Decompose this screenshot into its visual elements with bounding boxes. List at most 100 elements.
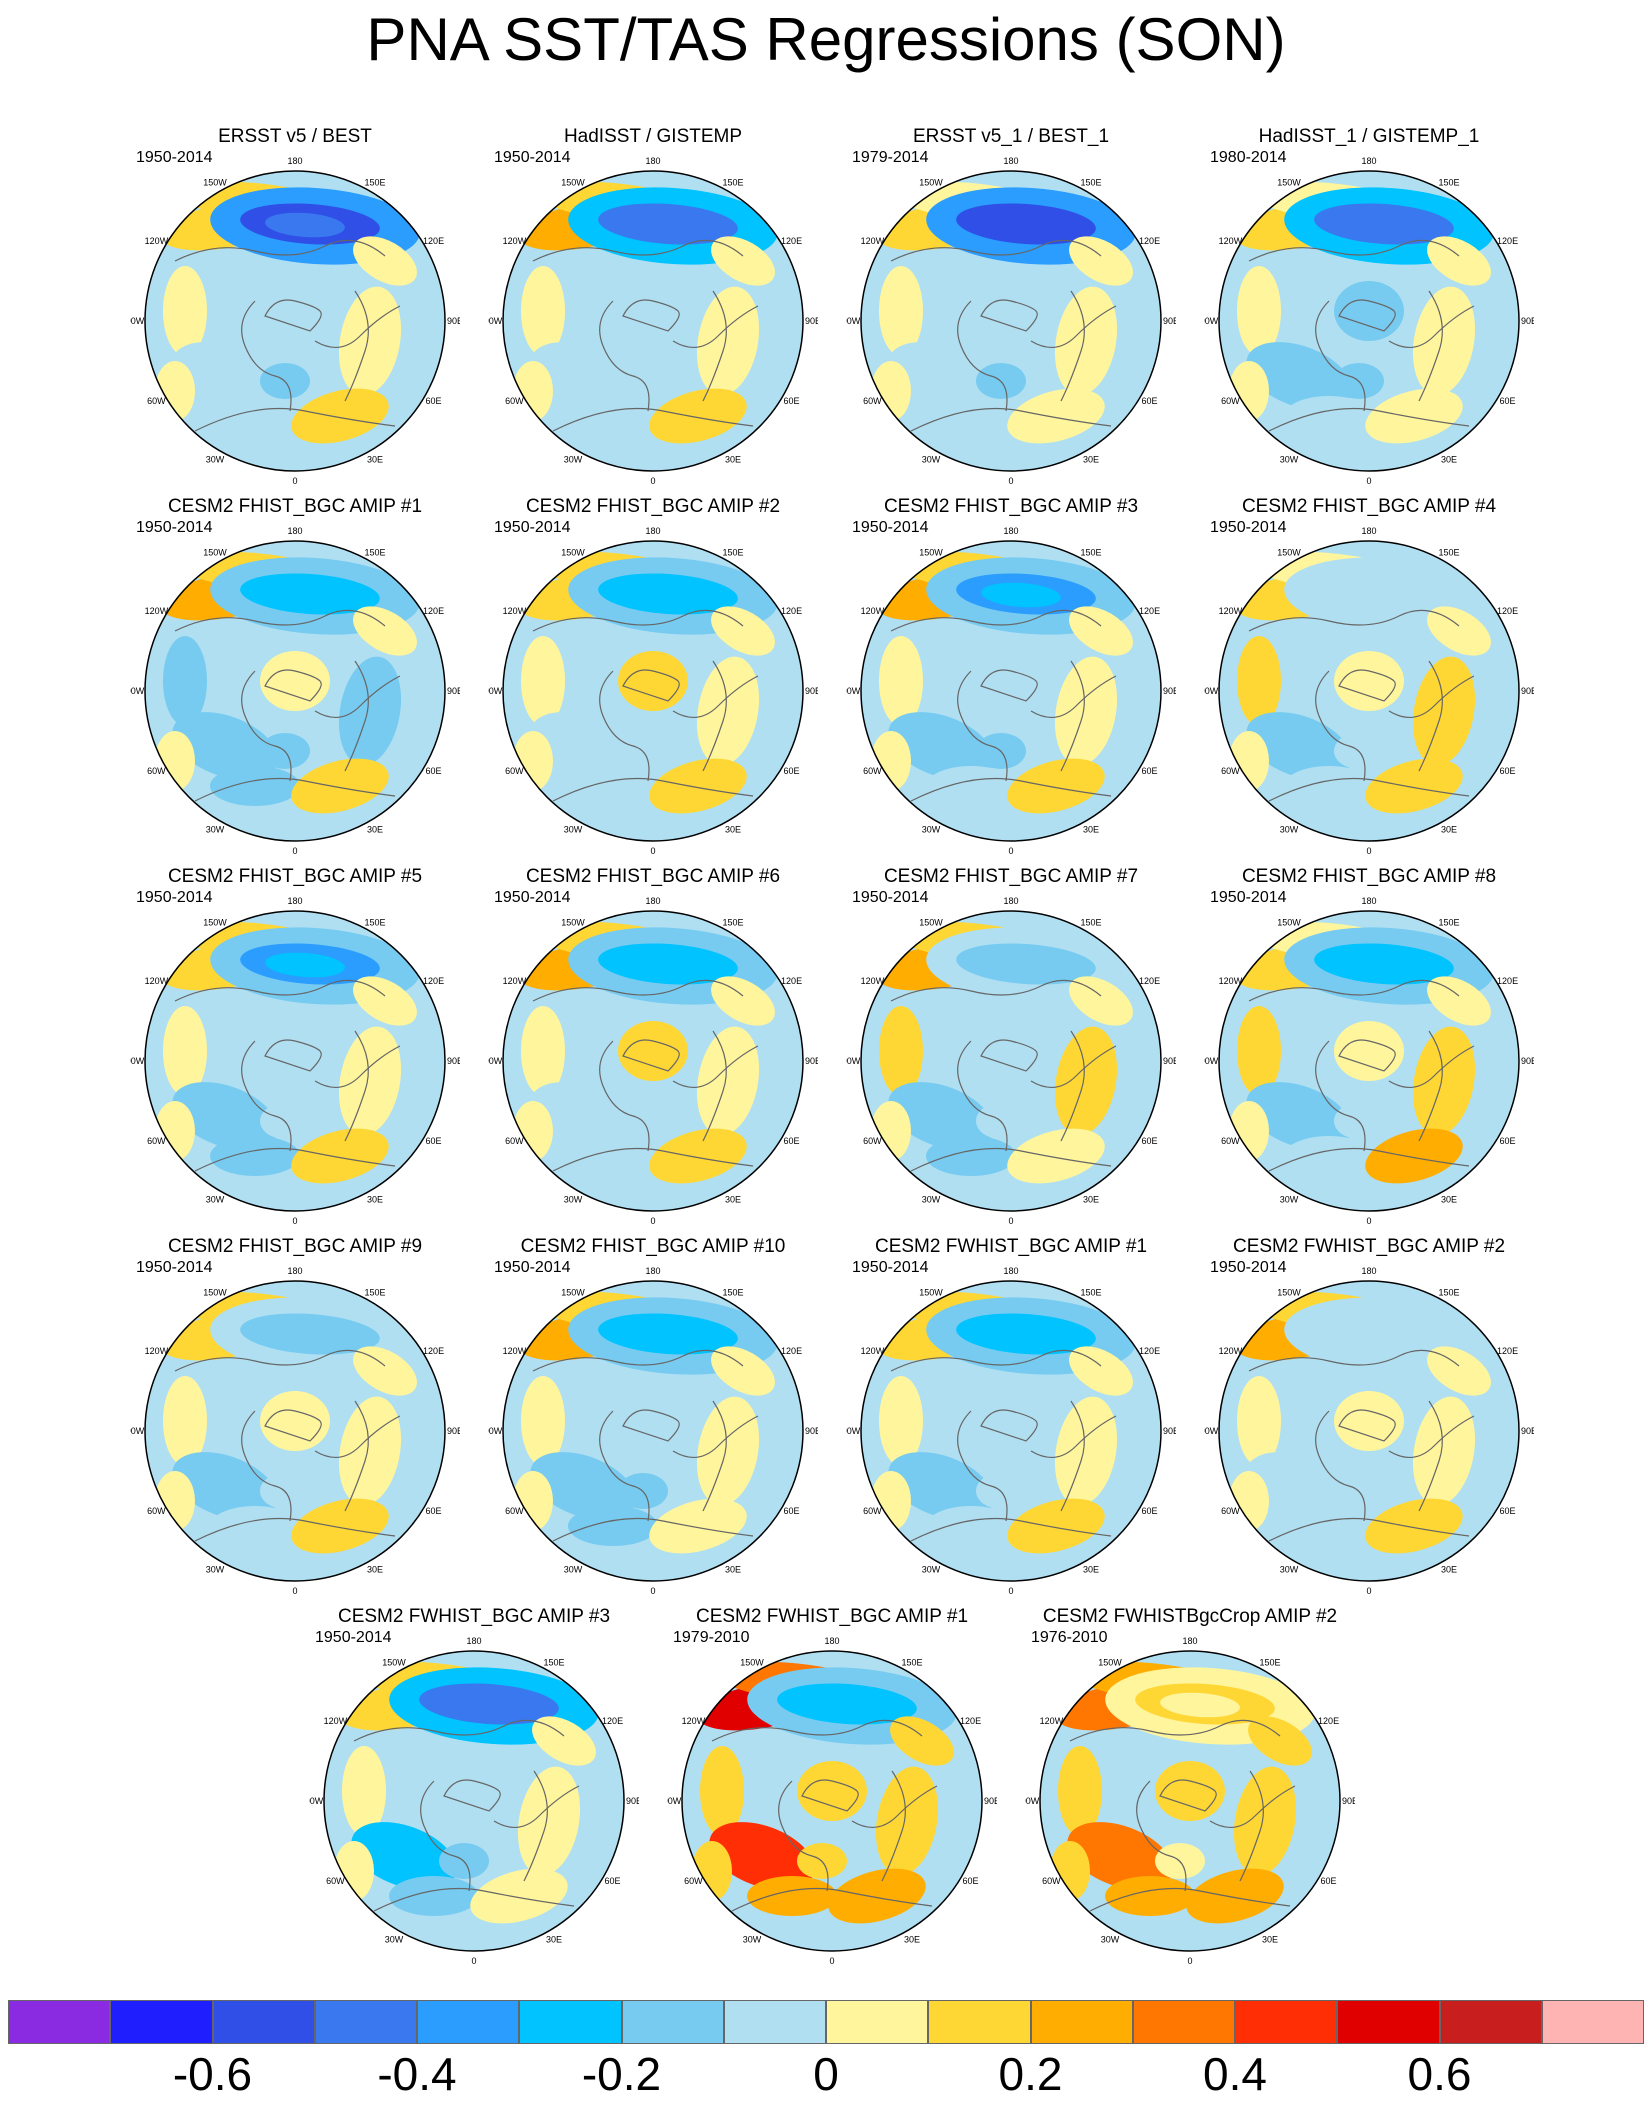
anomaly-region	[711, 976, 775, 1026]
longitude-label: 120W	[682, 1716, 706, 1726]
anomaly-region	[568, 766, 658, 806]
longitude-label: 60E	[1321, 1876, 1337, 1886]
anomaly-region	[1334, 1391, 1404, 1451]
coastline	[1060, 1030, 1085, 1142]
panel-period: 1950-2014	[494, 1259, 571, 1276]
longitude-label: 90W	[1204, 1426, 1219, 1436]
colorbar-swatch	[110, 2000, 213, 2044]
anomaly-region	[1054, 656, 1118, 766]
coastline	[174, 1349, 386, 1372]
anomaly-region	[1365, 758, 1463, 814]
anomaly-region	[265, 582, 345, 608]
coastline	[881, 1770, 906, 1882]
anomaly-region	[1412, 1396, 1476, 1506]
panel-period: 1950-2014	[315, 1629, 392, 1646]
longitude-label: 60E	[784, 396, 800, 406]
longitude-label: 30W	[1280, 455, 1299, 465]
longitude-label: 120W	[861, 1346, 885, 1356]
map-panel: CESM2 FHIST_BGC AMIP #3 1950-2014 180 150E 1…	[846, 496, 1176, 856]
longitude-label: 120W	[861, 236, 885, 246]
longitude-label: 180	[1182, 1636, 1197, 1646]
longitude-label: 120E	[960, 1716, 981, 1726]
coastline	[1268, 1517, 1470, 1542]
polar-map: 180 150E 120E 90E 60E 30E 0 30W 60W 90W 120W 150W	[130, 156, 460, 486]
coastline	[890, 1349, 1102, 1372]
anomaly-region	[926, 1136, 1016, 1176]
longitude-label: 0	[650, 476, 655, 486]
coastline	[711, 1719, 923, 1742]
anomaly-region	[1054, 286, 1118, 396]
coastline	[552, 1147, 754, 1172]
coastline	[910, 777, 1112, 802]
colorbar-swatch	[314, 2000, 417, 2044]
longitude-label: 120E	[1139, 1346, 1160, 1356]
anomaly-region	[802, 1692, 882, 1718]
longitude-label: 150E	[543, 1657, 564, 1667]
anomaly-region	[618, 1391, 688, 1451]
longitude-label: 150E	[364, 547, 385, 557]
longitude-label: 90W	[130, 1056, 145, 1066]
longitude-label: 30E	[725, 1565, 741, 1575]
longitude-label: 180	[1361, 1266, 1376, 1276]
anomaly-region	[1339, 952, 1419, 978]
anomaly-region	[1412, 656, 1476, 766]
anomaly-region	[696, 656, 760, 766]
longitude-label: 60E	[784, 1136, 800, 1146]
anomaly-region	[1334, 281, 1404, 341]
longitude-label: 30W	[922, 1195, 941, 1205]
longitude-label: 120W	[145, 976, 169, 986]
coastline	[314, 305, 401, 348]
longitude-label: 120W	[1040, 1716, 1064, 1726]
map-boundary	[860, 540, 1162, 842]
longitude-label: 60W	[684, 1876, 703, 1886]
longitude-label: 150W	[919, 1287, 943, 1297]
anomaly-region	[618, 651, 688, 711]
longitude-label: 90W	[1204, 1056, 1219, 1066]
panel-period: 1950-2014	[494, 889, 571, 906]
longitude-label: 120W	[503, 976, 527, 986]
anomaly-region	[260, 281, 330, 341]
longitude-label: 120W	[1219, 236, 1243, 246]
longitude-label: 60W	[1042, 1876, 1061, 1886]
longitude-label: 60W	[147, 766, 166, 776]
coastline	[1388, 1045, 1475, 1088]
colorbar-swatch	[621, 2000, 724, 2044]
longitude-label: 30W	[1280, 825, 1299, 835]
longitude-label: 120E	[423, 236, 444, 246]
coastline	[1418, 290, 1443, 402]
anomaly-region	[1237, 1376, 1281, 1466]
anomaly-region	[1054, 1026, 1118, 1136]
colorbar-tick-label: -0.2	[581, 2048, 662, 2100]
anomaly-region	[1412, 286, 1476, 396]
panel-period: 1950-2014	[136, 1259, 213, 1276]
colorbar-swatch	[1439, 2000, 1542, 2044]
anomaly-region	[981, 952, 1061, 978]
map-boundary	[1218, 910, 1520, 1212]
anomaly-region	[981, 212, 1061, 238]
longitude-label: 30W	[564, 1565, 583, 1575]
coastline	[241, 1040, 292, 1152]
coastline	[672, 1415, 759, 1458]
panel-period: 1950-2014	[136, 149, 213, 166]
figure-title: PNA SST/TAS Regressions (SON)	[366, 6, 1286, 73]
panel-title: CESM2 FHIST_BGC AMIP #7	[883, 866, 1139, 887]
anomaly-region	[1365, 388, 1463, 444]
longitude-label: 90W	[667, 1796, 682, 1806]
map-panel: HadISST / GISTEMP 1950-2014 180 150E 120E 90E…	[488, 126, 818, 486]
longitude-label: 150W	[561, 177, 585, 187]
longitude-label: 30E	[367, 455, 383, 465]
anomaly-region	[1160, 1692, 1240, 1718]
coastline	[1388, 1415, 1475, 1458]
longitude-label: 60E	[605, 1876, 621, 1886]
longitude-label: 30E	[725, 1195, 741, 1205]
map-boundary	[323, 1650, 625, 1952]
colorbar-swatch	[417, 2000, 520, 2044]
map-panel: ERSST v5_1 / BEST_1 1979-2014 180 150E 120E 9…	[846, 126, 1176, 486]
longitude-label: 30E	[1083, 1195, 1099, 1205]
coastline	[344, 290, 369, 402]
longitude-label: 150E	[364, 1287, 385, 1297]
longitude-label: 90W	[846, 686, 861, 696]
anomaly-region	[1284, 396, 1374, 436]
longitude-label: 90W	[488, 1426, 503, 1436]
anomaly-region	[1069, 236, 1133, 286]
